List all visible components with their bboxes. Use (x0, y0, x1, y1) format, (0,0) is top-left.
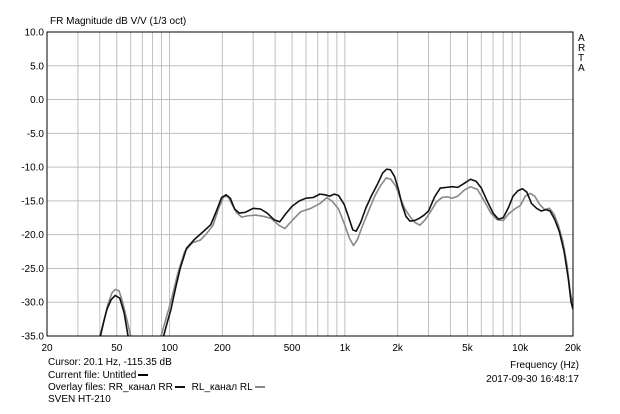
side-label-letter: A (578, 63, 585, 74)
x-tick-label: 20k (565, 343, 582, 354)
y-tick-label: 10.0 (25, 28, 45, 39)
x-tick-label: 1k (340, 343, 352, 354)
series-line (99, 294, 129, 336)
overlay-file-rl: RL_канал RL (191, 382, 253, 393)
y-tick-label: -10.0 (21, 163, 44, 174)
cursor-readout: Cursor: 20.1 Hz, -115.35 dB (48, 357, 172, 368)
current-file-line: Current file: Untitled (48, 370, 152, 382)
plot-frame (46, 31, 574, 337)
y-axis-tick-labels: 10.0 5.0 0.0 -5.0 -10.0 -15.0 -20.0 -25.0 -30.0 -… (21, 28, 44, 343)
y-tick-label: -5.0 (27, 129, 45, 140)
x-tick-label: 100 (161, 343, 178, 354)
y-tick-label: -15.0 (21, 196, 44, 207)
chart-title: FR Magnitude dB V/V (1/3 oct) (50, 16, 186, 27)
x-axis-title: Frequency (Hz) (510, 360, 579, 371)
series-line (162, 168, 573, 336)
current-file-swatch (138, 374, 149, 377)
side-label-letter: T (578, 53, 584, 64)
overlay-files-label: Overlay files: (48, 382, 106, 393)
y-tick-label: -30.0 (21, 298, 44, 309)
y-tick-label: 0.0 (30, 95, 44, 106)
x-tick-label: 10k (512, 343, 529, 354)
y-tick-label: 5.0 (30, 61, 44, 72)
x-axis-tick-labels: 20 50 100 200 500 1k 2k 5k 10k 20k (41, 343, 582, 354)
overlay-swatch-rr (174, 386, 185, 389)
x-tick-label: 200 (214, 343, 231, 354)
x-tick-label: 5k (462, 343, 474, 354)
x-tick-label: 500 (284, 343, 301, 354)
x-tick-label: 50 (111, 343, 123, 354)
y-tick-label: -25.0 (21, 264, 44, 275)
x-tick-label: 2k (392, 343, 404, 354)
chart-grid (47, 32, 573, 336)
overlay-swatch-rl (254, 386, 265, 389)
device-name: SVEN HT-210 (48, 394, 111, 405)
overlay-files-line: Overlay files: RR_канал RR RL_канал RL (48, 382, 269, 394)
side-label-letter: A (578, 33, 585, 44)
x-tick-label: 20 (41, 343, 53, 354)
chart-series (99, 168, 573, 336)
y-tick-label: -20.0 (21, 230, 44, 241)
side-label-letter: R (578, 43, 585, 54)
overlay-file-rr: RR_канал RR (108, 382, 173, 393)
y-tick-label: -35.0 (21, 332, 44, 343)
timestamp: 2017-09-30 16:48:17 (486, 374, 579, 385)
current-file-label: Current file: Untitled (48, 370, 137, 381)
